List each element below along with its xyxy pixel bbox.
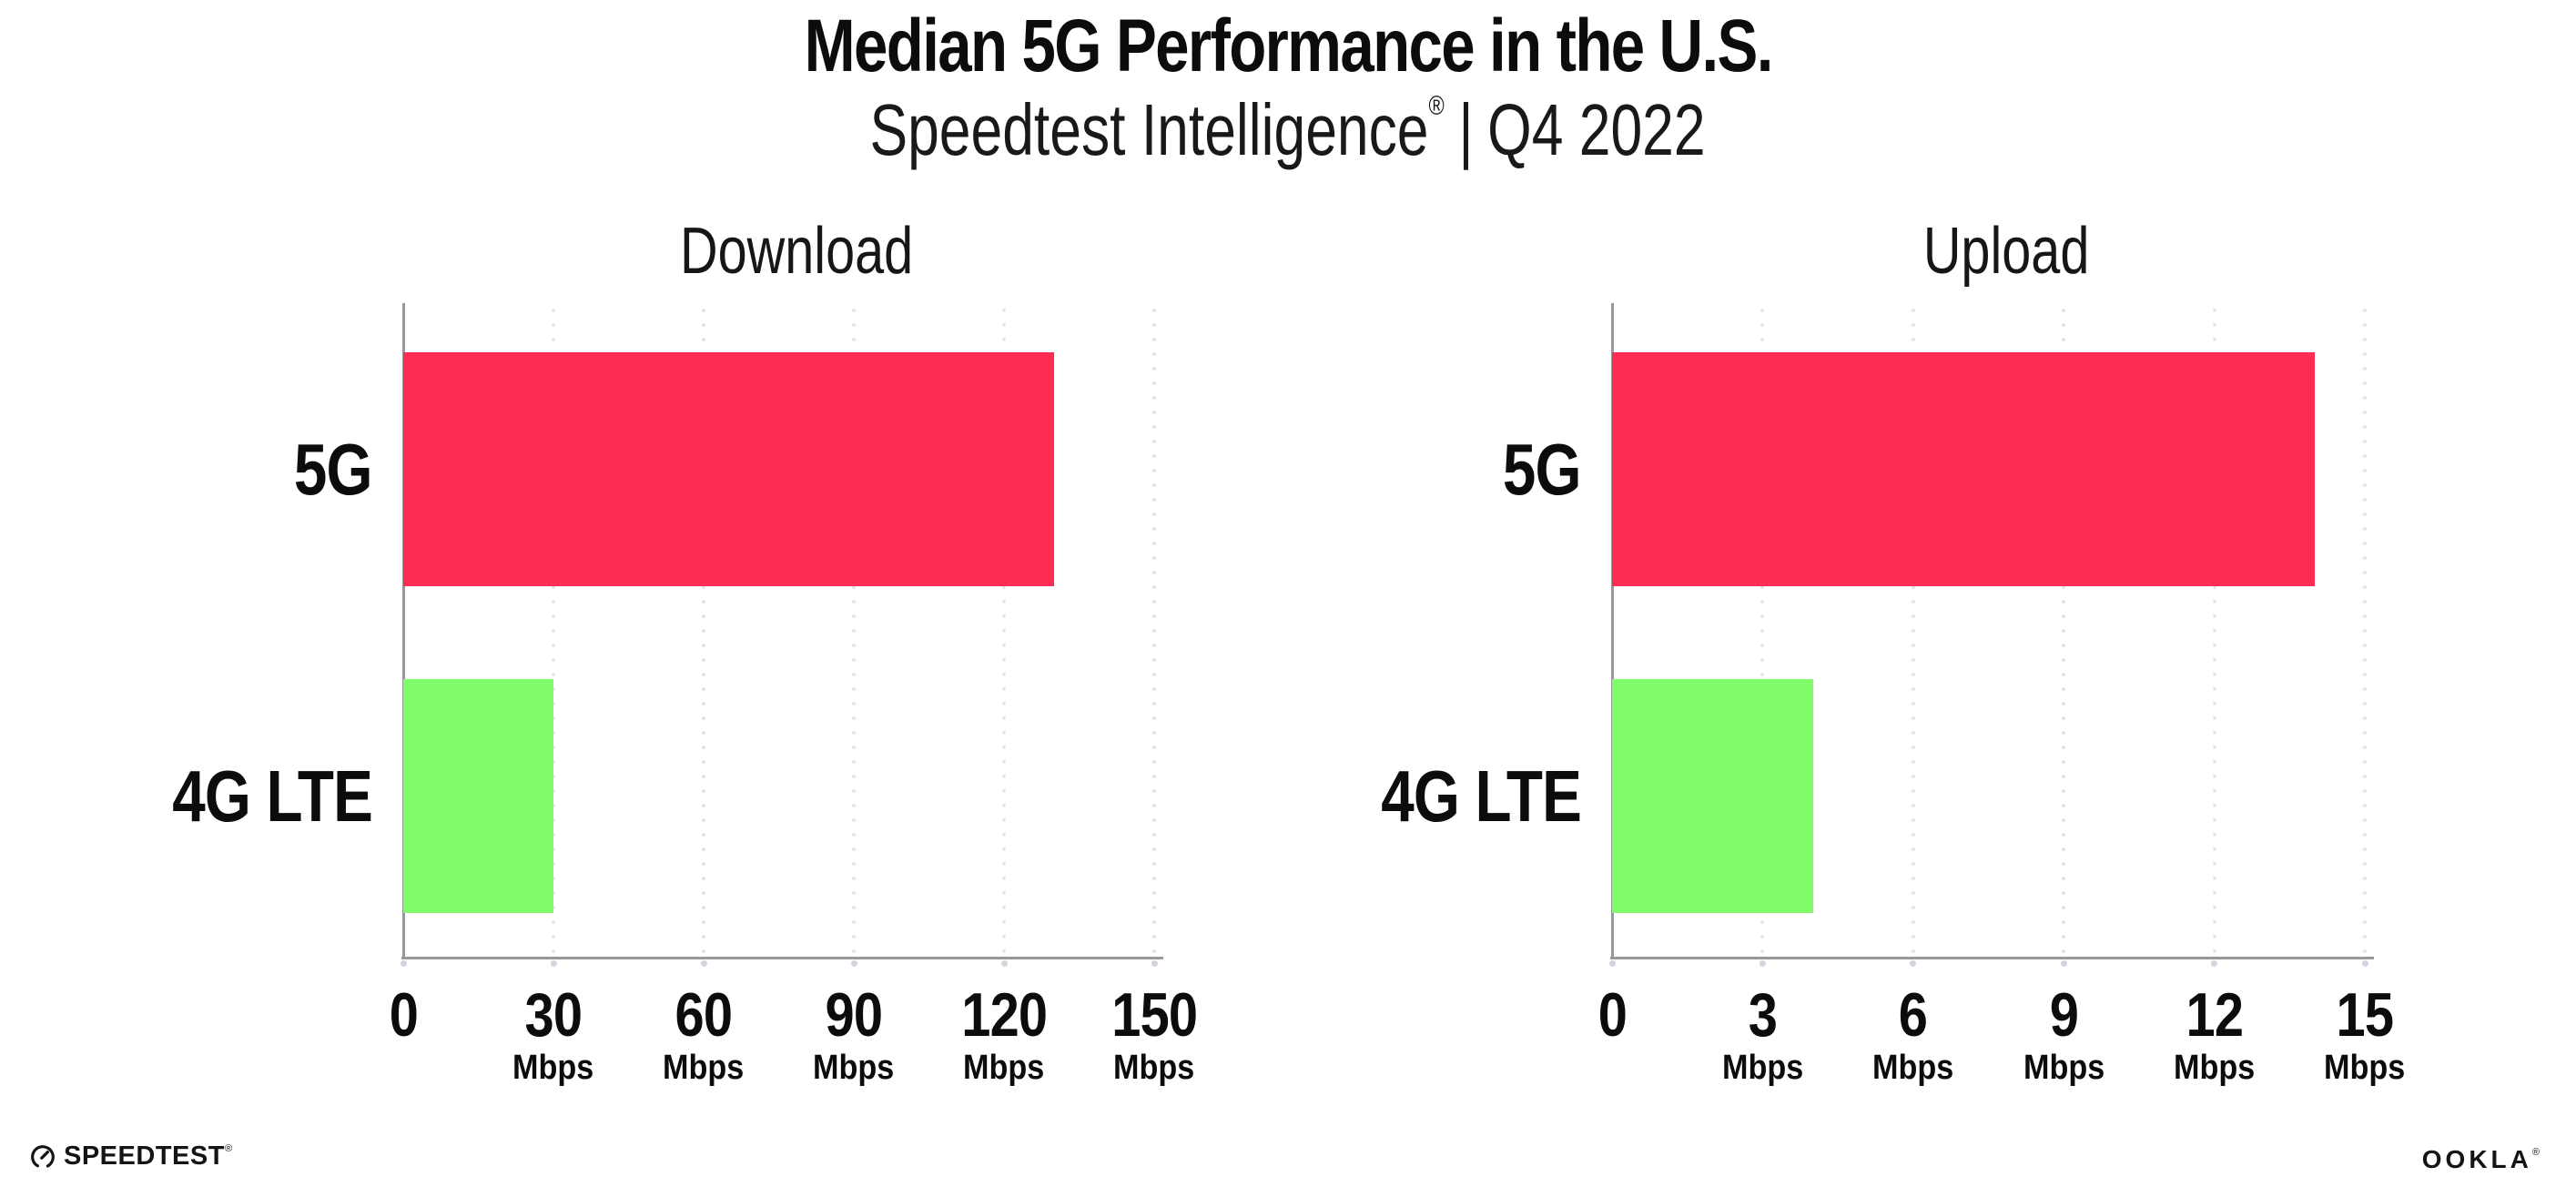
gridline-6: [1911, 303, 1915, 959]
x-tick-unit: Mbps: [663, 1048, 745, 1087]
axis-tick-dot: [2211, 960, 2218, 967]
page-subtitle: Speedtest Intelligence® | Q4 2022: [0, 92, 2576, 168]
x-tick-value: 0: [1597, 980, 1627, 1050]
category-label-5g: 5G: [1503, 428, 1582, 510]
x-tick-unit: Mbps: [1721, 1048, 1804, 1087]
upload-chart-title: Upload: [1923, 215, 2090, 288]
x-tick-value: 6: [1899, 980, 1928, 1050]
x-tick-30: 30 Mbps: [485, 980, 622, 1087]
x-tick-unit: Mbps: [512, 1048, 594, 1087]
x-tick-120: 120 Mbps: [936, 980, 1072, 1087]
x-axis-line: [1610, 957, 2374, 959]
x-tick-value: 9: [2049, 980, 2079, 1050]
x-tick-value: 90: [825, 980, 883, 1050]
x-tick-unit: Mbps: [2023, 1048, 2104, 1087]
x-tick-9: 9 Mbps: [1995, 980, 2132, 1087]
x-tick-value: 0: [389, 980, 418, 1050]
x-tick-value: 150: [1111, 980, 1198, 1050]
axis-tick-dot: [1000, 960, 1008, 967]
page-title-text: Median 5G Performance in the U.S.: [804, 5, 1773, 87]
axis-tick-dot: [2060, 960, 2067, 967]
x-tick-60: 60 Mbps: [635, 980, 772, 1087]
category-label-4g-lte: 4G LTE: [172, 755, 373, 837]
registered-mark: ®: [224, 1143, 233, 1154]
y-axis-line: [1611, 303, 1614, 959]
speedtest-logo: SPEEDTEST®: [30, 1143, 233, 1170]
axis-tick-dot: [550, 960, 557, 967]
axis-tick-dot: [1910, 960, 1917, 967]
ookla-wordmark: OOKLA®: [2421, 1145, 2543, 1173]
x-tick-value: 30: [524, 980, 583, 1050]
subtitle-separator: |: [1458, 89, 1475, 170]
axis-tick-dot: [850, 960, 857, 967]
download-plot-area: 0 30 Mbps 60 Mbps 90 Mbps 120 Mbps 150 Mbps 5G 4G LT…: [172, 303, 1198, 1085]
gridline-15: [2363, 303, 2367, 959]
x-tick-value: 15: [2336, 980, 2394, 1050]
gridline-120: [1002, 303, 1006, 959]
x-tick-value: 60: [674, 980, 733, 1050]
subtitle-brand: Speedtest Intelligence: [869, 89, 1429, 170]
x-tick-unit: Mbps: [1872, 1048, 1954, 1087]
gridline-3: [1760, 303, 1765, 959]
axis-tick-dot: [1151, 960, 1158, 967]
x-tick-90: 90 Mbps: [786, 980, 922, 1087]
speedtest-wordmark: SPEEDTEST®: [64, 1141, 233, 1171]
gridline-9: [2062, 303, 2066, 959]
axis-tick-dot: [1608, 960, 1616, 967]
x-tick-15: 15 Mbps: [2297, 980, 2433, 1087]
axis-tick-dot: [400, 960, 407, 967]
x-tick-0: 0: [1544, 980, 1680, 1050]
x-tick-value: 3: [1748, 980, 1778, 1050]
download-chart-title: Download: [680, 215, 914, 288]
axis-tick-dot: [2361, 960, 2368, 967]
x-tick-unit: Mbps: [2324, 1048, 2406, 1087]
bar-4g-lte-upload: [1612, 679, 1813, 913]
registered-mark: ®: [1428, 91, 1445, 121]
x-tick-150: 150 Mbps: [1086, 980, 1222, 1087]
axis-tick-dot: [700, 960, 707, 967]
x-tick-unit: Mbps: [963, 1048, 1045, 1087]
y-axis-line: [402, 303, 405, 959]
x-tick-3: 3 Mbps: [1694, 980, 1831, 1087]
axis-tick-dot: [1759, 960, 1766, 967]
gridline-60: [702, 303, 705, 959]
x-tick-unit: Mbps: [1113, 1048, 1195, 1087]
x-tick-6: 6 Mbps: [1845, 980, 1982, 1087]
category-label-5g: 5G: [294, 428, 373, 510]
x-tick-unit: Mbps: [813, 1048, 895, 1087]
registered-mark: ®: [2531, 1147, 2543, 1158]
gridline-150: [1152, 303, 1156, 959]
gridline-90: [852, 303, 856, 959]
gridline-12: [2212, 303, 2216, 959]
subtitle-period: Q4 2022: [1487, 89, 1707, 170]
speedtest-gauge-icon: [30, 1144, 56, 1170]
x-tick-value: 120: [961, 980, 1048, 1050]
x-axis-line: [401, 957, 1163, 959]
bar-5g-download: [403, 352, 1054, 586]
x-tick-unit: Mbps: [2173, 1048, 2256, 1087]
x-tick-12: 12 Mbps: [2146, 980, 2283, 1087]
category-label-4g-lte: 4G LTE: [1381, 755, 1582, 837]
x-tick-0: 0: [335, 980, 472, 1050]
bar-5g-upload: [1612, 352, 2315, 586]
page-title: Median 5G Performance in the U.S.: [0, 5, 2576, 87]
gridline-30: [552, 303, 555, 959]
x-tick-value: 12: [2186, 980, 2243, 1050]
upload-plot-area: 0 3 Mbps 6 Mbps 9 Mbps 12 Mbps 15 Mbps 5G 4G LTE: [1381, 303, 2406, 1085]
bar-4g-lte-download: [403, 679, 553, 913]
